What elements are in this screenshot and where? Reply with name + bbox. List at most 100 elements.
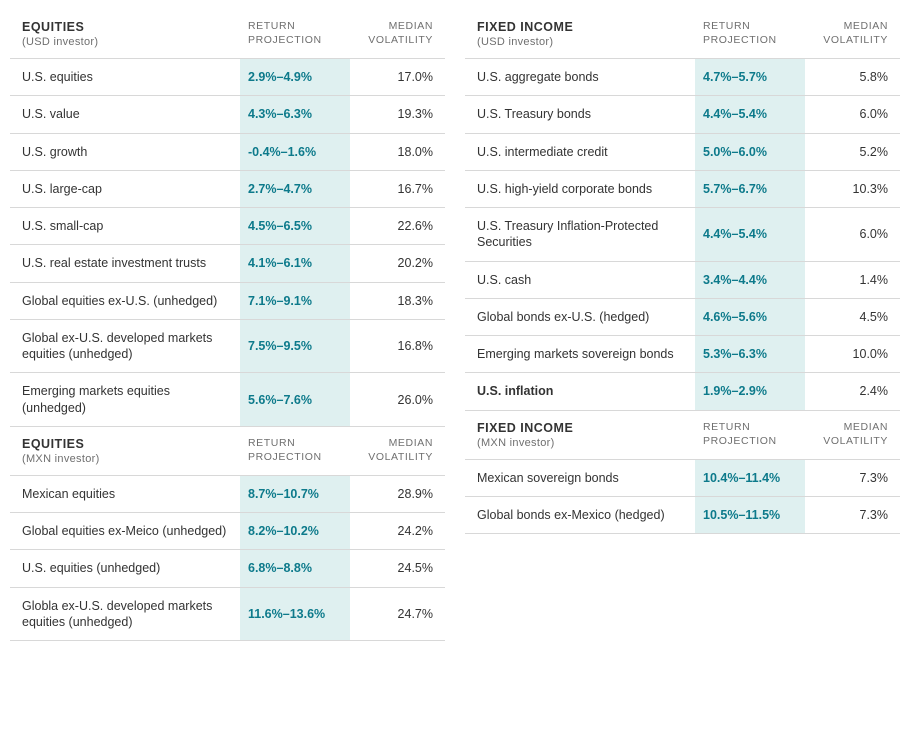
section-title-cell: FIXED INCOME (MXN investor) — [465, 411, 695, 460]
median-volatility-header: MEDIANVOLATILITY — [350, 427, 445, 476]
left-section-table: EQUITIES(USD investor)RETURNPROJECTION ME… — [10, 10, 445, 427]
asset-name-cell: U.S. large-cap — [10, 170, 240, 207]
asset-name-cell: Mexican sovereign bonds — [465, 459, 695, 496]
section-subtitle: (USD investor) — [477, 36, 687, 48]
median-volatility-cell: 7.3% — [805, 496, 900, 533]
asset-name: U.S. Treasury Inflation-Protected Securi… — [477, 219, 658, 249]
header-median-l1: MEDIAN — [813, 20, 888, 34]
asset-name: Mexican equities — [22, 487, 115, 501]
asset-name: U.S. equities — [22, 70, 93, 84]
return-projection-cell: 7.1%–9.1% — [240, 282, 350, 319]
median-volatility-header: MEDIANVOLATILITY — [805, 411, 900, 460]
right-section-table: FIXED INCOME (MXN investor) RETURNPROJECTI… — [465, 411, 900, 535]
table-row: U.S. inflation1.9%–2.9%2.4% — [465, 373, 900, 410]
median-volatility-cell: 19.3% — [350, 96, 445, 133]
asset-name-cell: U.S. cash — [465, 261, 695, 298]
left-column: EQUITIES(USD investor)RETURNPROJECTIONME… — [10, 10, 445, 641]
median-volatility-cell: 16.7% — [350, 170, 445, 207]
median-volatility-cell: 24.5% — [350, 550, 445, 587]
return-projection-cell: 5.6%–7.6% — [240, 373, 350, 427]
asset-name-cell: Global ex-U.S. developed markets equitie… — [10, 319, 240, 373]
return-projection-header: RETURNPROJECTION — [695, 411, 805, 460]
table-row: Global equities ex-U.S. (unhedged) 7.1%–9… — [10, 282, 445, 319]
table-row: Emerging markets equities (unhedged) 5.6%… — [10, 373, 445, 427]
header-median-l1: MEDIAN — [358, 437, 433, 451]
return-projection-cell: 4.1%–6.1% — [240, 245, 350, 282]
asset-name: U.S. cash — [477, 273, 531, 287]
section-header-row: EQUITIES(USD investor)RETURNPROJECTION ME… — [10, 10, 445, 59]
section-header-row: FIXED INCOME(USD investor)RETURNPROJECTI… — [465, 10, 900, 59]
median-volatility-cell: 20.2% — [350, 245, 445, 282]
median-volatility-cell: 4.5% — [805, 298, 900, 335]
header-median-l2: VOLATILITY — [813, 34, 888, 48]
asset-name-cell: Globla ex-U.S. developed markets equitie… — [10, 587, 240, 641]
return-projection-cell: 8.2%–10.2% — [240, 513, 350, 550]
asset-name-cell: U.S. equities — [10, 59, 240, 96]
asset-name: Global equities ex-Meico (unhedged) — [22, 524, 226, 538]
asset-name: U.S. value — [22, 107, 80, 121]
asset-name-cell: U.S. value — [10, 96, 240, 133]
section-title: FIXED INCOME — [477, 20, 687, 34]
return-projection-cell: 4.3%–6.3% — [240, 96, 350, 133]
section-title-cell: EQUITIES(USD investor) — [10, 10, 240, 59]
asset-name: Global bonds ex-U.S. (hedged) — [477, 310, 649, 324]
table-row: Global ex-U.S. developed markets equitie… — [10, 319, 445, 373]
asset-name-cell: U.S. growth — [10, 133, 240, 170]
median-volatility-cell: 24.7% — [350, 587, 445, 641]
section-header-row: EQUITIES(MXN investor)RETURNPROJECTIONME… — [10, 427, 445, 476]
asset-name: U.S. large-cap — [22, 182, 102, 196]
median-volatility-cell: 28.9% — [350, 475, 445, 512]
header-median-l1: MEDIAN — [358, 20, 433, 34]
asset-name: U.S. small-cap — [22, 219, 103, 233]
table-row: Mexican equities 8.7%–10.7%28.9% — [10, 475, 445, 512]
asset-name-cell: U.S. small-cap — [10, 208, 240, 245]
return-projection-cell: 7.5%–9.5% — [240, 319, 350, 373]
return-projection-cell: -0.4%–1.6% — [240, 133, 350, 170]
asset-name-cell: U.S. Treasury Inflation-Protected Securi… — [465, 208, 695, 262]
return-projection-cell: 5.0%–6.0% — [695, 133, 805, 170]
table-row: U.S. real estate investment trusts 4.1%–6… — [10, 245, 445, 282]
asset-name: Global equities ex-U.S. (unhedged) — [22, 294, 217, 308]
asset-name-cell: U.S. high-yield corporate bonds — [465, 170, 695, 207]
header-return-l2: PROJECTION — [703, 435, 797, 449]
header-return-l2: PROJECTION — [248, 34, 342, 48]
asset-name: U.S. real estate investment trusts — [22, 256, 206, 270]
asset-name: Mexican sovereign bonds — [477, 471, 619, 485]
asset-name: U.S. Treasury bonds — [477, 107, 591, 121]
table-row: Global bonds ex-Mexico (hedged)10.5%–11.… — [465, 496, 900, 533]
section-title: FIXED INCOME — [477, 421, 687, 435]
median-volatility-cell: 10.0% — [805, 336, 900, 373]
return-projection-cell: 4.6%–5.6% — [695, 298, 805, 335]
return-projection-cell: 4.4%–5.4% — [695, 208, 805, 262]
asset-name-cell: Emerging markets equities (unhedged) — [10, 373, 240, 427]
return-projection-cell: 8.7%–10.7% — [240, 475, 350, 512]
table-row: U.S. Treasury bonds4.4%–5.4%6.0% — [465, 96, 900, 133]
table-row: U.S. cash3.4%–4.4%1.4% — [465, 261, 900, 298]
median-volatility-cell: 26.0% — [350, 373, 445, 427]
return-projection-cell: 4.5%–6.5% — [240, 208, 350, 245]
header-median-l1: MEDIAN — [813, 421, 888, 435]
return-projection-cell: 2.7%–4.7% — [240, 170, 350, 207]
table-row: Mexican sovereign bonds10.4%–11.4%7.3% — [465, 459, 900, 496]
return-projection-cell: 5.3%–6.3% — [695, 336, 805, 373]
header-return-l1: RETURN — [703, 20, 797, 34]
table-row: U.S. large-cap 2.7%–4.7%16.7% — [10, 170, 445, 207]
asset-name-cell: Global equities ex-Meico (unhedged) — [10, 513, 240, 550]
return-projection-header: RETURNPROJECTION — [240, 427, 350, 476]
asset-name: U.S. equities (unhedged) — [22, 561, 160, 575]
header-median-l2: VOLATILITY — [358, 34, 433, 48]
asset-name-cell: U.S. inflation — [465, 373, 695, 410]
return-projection-header: RETURNPROJECTION — [240, 10, 350, 59]
return-projection-cell: 5.7%–6.7% — [695, 170, 805, 207]
median-volatility-cell: 2.4% — [805, 373, 900, 410]
asset-name-cell: U.S. Treasury bonds — [465, 96, 695, 133]
median-volatility-cell: 7.3% — [805, 459, 900, 496]
asset-name-cell: U.S. intermediate credit — [465, 133, 695, 170]
median-volatility-cell: 18.0% — [350, 133, 445, 170]
asset-name: U.S. growth — [22, 145, 87, 159]
asset-name: U.S. high-yield corporate bonds — [477, 182, 652, 196]
return-projection-cell: 10.5%–11.5% — [695, 496, 805, 533]
asset-name: Emerging markets equities (unhedged) — [22, 384, 170, 414]
section-subtitle: (MXN investor) — [477, 437, 687, 449]
right-column: FIXED INCOME(USD investor)RETURNPROJECTI… — [465, 10, 900, 641]
